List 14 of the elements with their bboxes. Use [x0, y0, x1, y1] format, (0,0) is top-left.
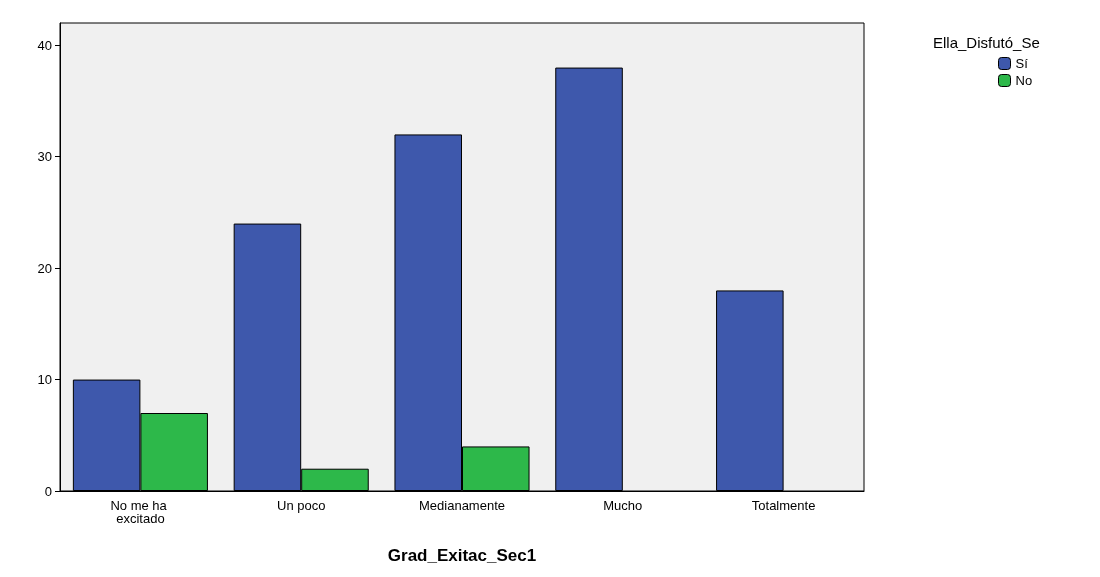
- y-tick-label: 40: [37, 37, 52, 53]
- y-tick-label: 30: [37, 149, 52, 165]
- x-axis-title: Grad_Exitac_Sec1: [387, 546, 537, 565]
- y-tick-label: 20: [37, 260, 52, 276]
- legend-title: Ella_Disfutó_Se: [933, 34, 1040, 51]
- y-tick-label: 0: [44, 483, 52, 499]
- legend-label: No: [1015, 73, 1033, 88]
- x-tick-label: No me ha excitado: [110, 498, 171, 526]
- y-tick-label: 10: [37, 372, 52, 388]
- x-tick-label: Mucho: [603, 498, 643, 513]
- x-tick-label: Totalmente: [751, 498, 816, 513]
- legend-label: Sí: [1015, 56, 1029, 71]
- x-tick-label: Un poco: [276, 498, 326, 513]
- x-tick-label: Medianamente: [419, 498, 505, 513]
